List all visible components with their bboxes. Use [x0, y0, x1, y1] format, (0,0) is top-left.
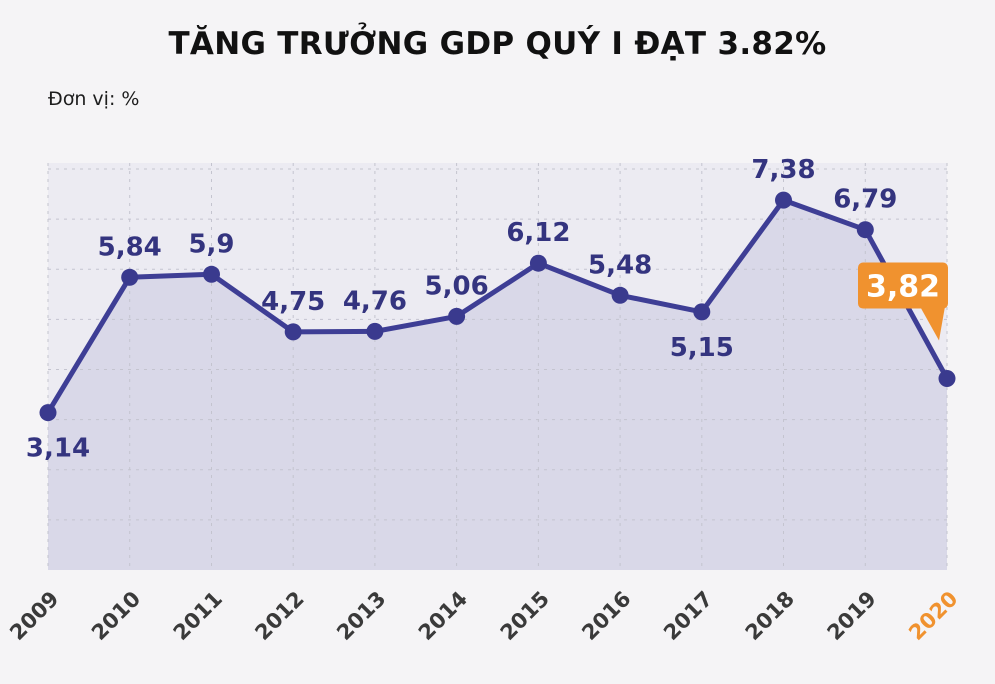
data-point-2013 [366, 322, 384, 340]
value-label-2009: 3,14 [26, 434, 90, 464]
area-fill [48, 200, 947, 570]
value-label-2010: 5,84 [98, 232, 162, 262]
data-point-2010 [121, 268, 139, 286]
data-point-2017 [693, 303, 711, 321]
callout-box [858, 262, 948, 309]
data-point-2011 [203, 265, 220, 283]
x-axis-label-2015: 2015 [496, 587, 554, 645]
data-point-2012 [284, 323, 302, 341]
x-axis-label-2017: 2017 [659, 587, 717, 645]
data-point-2018 [775, 191, 792, 209]
x-axis-label-2010: 2010 [87, 587, 145, 645]
x-axis-label-2016: 2016 [577, 587, 635, 645]
chart-title: TĂNG TRƯỞNG GDP QUÝ I ĐẠT 3.82% [168, 26, 827, 62]
callout-pointer [920, 306, 945, 341]
x-axis-label-2011: 2011 [169, 587, 227, 645]
x-axis-label-2018: 2018 [741, 587, 799, 645]
value-label-2014: 5,06 [425, 271, 489, 301]
x-axis-label-2019: 2019 [823, 587, 881, 645]
x-axis-label-2020: 2020 [904, 587, 962, 645]
callout-value: 3,82 [866, 270, 940, 305]
x-axis-label-2013: 2013 [332, 587, 390, 645]
x-axis-label-2012: 2012 [250, 587, 308, 645]
data-point-2020 [938, 370, 956, 387]
data-point-2016 [611, 286, 629, 304]
data-point-2009 [39, 404, 57, 422]
data-point-2015 [529, 254, 547, 272]
value-label-2011: 5,9 [188, 229, 234, 259]
value-label-2016: 5,48 [588, 250, 652, 280]
value-label-2017: 5,15 [670, 333, 734, 363]
value-label-2013: 4,76 [343, 286, 407, 316]
x-axis-label-2014: 2014 [414, 587, 472, 645]
trend-line [45, 197, 950, 416]
data-point-2014 [448, 307, 466, 325]
value-label-2012: 4,75 [261, 287, 325, 317]
value-label-2019: 6,79 [833, 185, 897, 215]
unit-label: Đơn vị: % [48, 88, 140, 110]
data-point-2019 [856, 221, 874, 239]
value-label-2015: 6,12 [506, 218, 570, 248]
x-axis-label-2009: 2009 [5, 587, 63, 645]
value-label-2018: 7,38 [751, 155, 815, 185]
